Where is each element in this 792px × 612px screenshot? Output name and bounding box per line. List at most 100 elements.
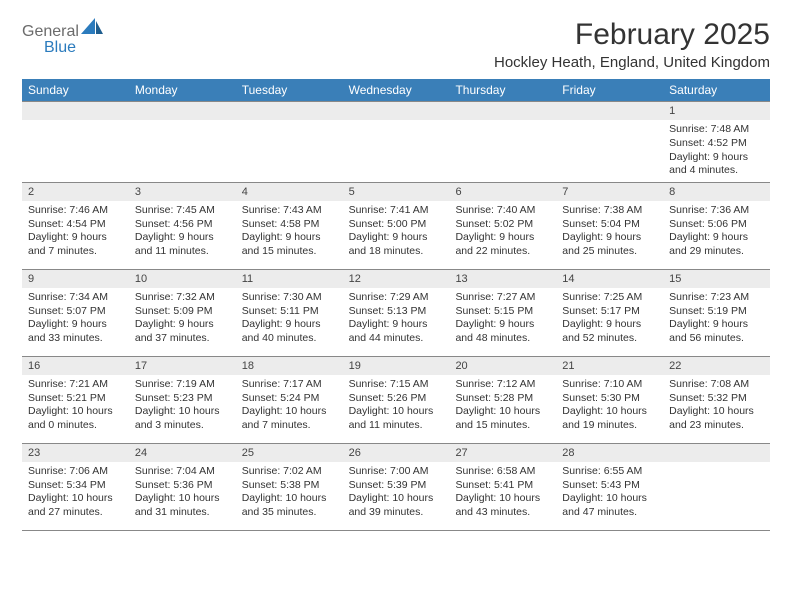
daylight-text: Daylight: 10 hours and 35 minutes. xyxy=(242,492,337,519)
day-cell: 21Sunrise: 7:10 AMSunset: 5:30 PMDayligh… xyxy=(556,357,663,443)
sunrise-text: Sunrise: 7:02 AM xyxy=(242,465,337,479)
daylight-text: Daylight: 9 hours and 4 minutes. xyxy=(669,151,764,178)
day-body: Sunrise: 7:46 AMSunset: 4:54 PMDaylight:… xyxy=(22,201,129,263)
day-cell: 19Sunrise: 7:15 AMSunset: 5:26 PMDayligh… xyxy=(343,357,450,443)
day-number xyxy=(22,102,129,120)
sunrise-text: Sunrise: 7:40 AM xyxy=(455,204,550,218)
day-body: Sunrise: 7:29 AMSunset: 5:13 PMDaylight:… xyxy=(343,288,450,350)
daylight-text: Daylight: 10 hours and 0 minutes. xyxy=(28,405,123,432)
daylight-text: Daylight: 10 hours and 27 minutes. xyxy=(28,492,123,519)
day-number xyxy=(556,102,663,120)
day-number: 17 xyxy=(129,357,236,375)
sunrise-text: Sunrise: 7:04 AM xyxy=(135,465,230,479)
day-cell: 16Sunrise: 7:21 AMSunset: 5:21 PMDayligh… xyxy=(22,357,129,443)
day-cell xyxy=(663,444,770,530)
day-number: 25 xyxy=(236,444,343,462)
sunset-text: Sunset: 5:24 PM xyxy=(242,392,337,406)
day-number: 21 xyxy=(556,357,663,375)
sunrise-text: Sunrise: 7:29 AM xyxy=(349,291,444,305)
day-number: 10 xyxy=(129,270,236,288)
daylight-text: Daylight: 9 hours and 25 minutes. xyxy=(562,231,657,258)
day-cell: 25Sunrise: 7:02 AMSunset: 5:38 PMDayligh… xyxy=(236,444,343,530)
day-number: 4 xyxy=(236,183,343,201)
day-number: 3 xyxy=(129,183,236,201)
day-cell: 5Sunrise: 7:41 AMSunset: 5:00 PMDaylight… xyxy=(343,183,450,269)
day-body: Sunrise: 7:17 AMSunset: 5:24 PMDaylight:… xyxy=(236,375,343,437)
sunrise-text: Sunrise: 6:55 AM xyxy=(562,465,657,479)
day-cell: 9Sunrise: 7:34 AMSunset: 5:07 PMDaylight… xyxy=(22,270,129,356)
day-number: 2 xyxy=(22,183,129,201)
day-cell: 23Sunrise: 7:06 AMSunset: 5:34 PMDayligh… xyxy=(22,444,129,530)
day-number: 8 xyxy=(663,183,770,201)
day-number: 5 xyxy=(343,183,450,201)
sunset-text: Sunset: 5:21 PM xyxy=(28,392,123,406)
day-cell: 22Sunrise: 7:08 AMSunset: 5:32 PMDayligh… xyxy=(663,357,770,443)
sunset-text: Sunset: 5:41 PM xyxy=(455,479,550,493)
daylight-text: Daylight: 10 hours and 11 minutes. xyxy=(349,405,444,432)
day-body: Sunrise: 7:10 AMSunset: 5:30 PMDaylight:… xyxy=(556,375,663,437)
day-number: 1 xyxy=(663,102,770,120)
day-cell: 27 Sunrise: 6:58 AMSunset: 5:41 PMDayligh… xyxy=(449,444,556,530)
day-number: 11 xyxy=(236,270,343,288)
day-number: 7 xyxy=(556,183,663,201)
day-number: 12 xyxy=(343,270,450,288)
day-cell: 7Sunrise: 7:38 AMSunset: 5:04 PMDaylight… xyxy=(556,183,663,269)
day-header-row: SundayMondayTuesdayWednesdayThursdayFrid… xyxy=(22,79,770,101)
day-number: 24 xyxy=(129,444,236,462)
sunset-text: Sunset: 5:30 PM xyxy=(562,392,657,406)
week-row: 16Sunrise: 7:21 AMSunset: 5:21 PMDayligh… xyxy=(22,356,770,443)
daylight-text: Daylight: 9 hours and 40 minutes. xyxy=(242,318,337,345)
sunset-text: Sunset: 5:00 PM xyxy=(349,218,444,232)
week-row: 2Sunrise: 7:46 AMSunset: 4:54 PMDaylight… xyxy=(22,182,770,269)
sunrise-text: Sunrise: 7:12 AM xyxy=(455,378,550,392)
day-body: Sunrise: 7:00 AMSunset: 5:39 PMDaylight:… xyxy=(343,462,450,524)
sunset-text: Sunset: 4:54 PM xyxy=(28,218,123,232)
daylight-text: Daylight: 9 hours and 44 minutes. xyxy=(349,318,444,345)
sunset-text: Sunset: 5:34 PM xyxy=(28,479,123,493)
day-number xyxy=(236,102,343,120)
header: General Blue February 2025 Hockley Heath… xyxy=(22,18,770,71)
sunrise-text: Sunrise: 7:43 AM xyxy=(242,204,337,218)
day-cell: 20Sunrise: 7:12 AMSunset: 5:28 PMDayligh… xyxy=(449,357,556,443)
day-body: Sunrise: 7:23 AMSunset: 5:19 PMDaylight:… xyxy=(663,288,770,350)
logo-text-blue: Blue xyxy=(44,39,76,57)
day-cell xyxy=(129,102,236,182)
day-header: Tuesday xyxy=(236,79,343,101)
sunset-text: Sunset: 5:23 PM xyxy=(135,392,230,406)
sunset-text: Sunset: 5:17 PM xyxy=(562,305,657,319)
sunrise-text: Sunrise: 6:58 AM xyxy=(455,465,550,479)
day-body: Sunrise: 7:38 AMSunset: 5:04 PMDaylight:… xyxy=(556,201,663,263)
day-number xyxy=(663,444,770,462)
day-body: Sunrise: 7:25 AMSunset: 5:17 PMDaylight:… xyxy=(556,288,663,350)
daylight-text: Daylight: 9 hours and 48 minutes. xyxy=(455,318,550,345)
day-cell: 10Sunrise: 7:32 AMSunset: 5:09 PMDayligh… xyxy=(129,270,236,356)
day-body: Sunrise: 7:02 AMSunset: 5:38 PMDaylight:… xyxy=(236,462,343,524)
day-cell: 14Sunrise: 7:25 AMSunset: 5:17 PMDayligh… xyxy=(556,270,663,356)
daylight-text: Daylight: 10 hours and 3 minutes. xyxy=(135,405,230,432)
sunset-text: Sunset: 5:07 PM xyxy=(28,305,123,319)
day-cell: 13Sunrise: 7:27 AMSunset: 5:15 PMDayligh… xyxy=(449,270,556,356)
sunset-text: Sunset: 5:11 PM xyxy=(242,305,337,319)
sunrise-text: Sunrise: 7:08 AM xyxy=(669,378,764,392)
calendar-grid: SundayMondayTuesdayWednesdayThursdayFrid… xyxy=(22,79,770,531)
day-number: 13 xyxy=(449,270,556,288)
day-body: Sunrise: 7:41 AMSunset: 5:00 PMDaylight:… xyxy=(343,201,450,263)
day-number: 28 xyxy=(556,444,663,462)
day-cell: 6Sunrise: 7:40 AMSunset: 5:02 PMDaylight… xyxy=(449,183,556,269)
sunset-text: Sunset: 5:28 PM xyxy=(455,392,550,406)
day-cell: 4Sunrise: 7:43 AMSunset: 4:58 PMDaylight… xyxy=(236,183,343,269)
day-cell: 11 Sunrise: 7:30 AMSunset: 5:11 PMDayligh… xyxy=(236,270,343,356)
sunset-text: Sunset: 5:09 PM xyxy=(135,305,230,319)
day-cell xyxy=(236,102,343,182)
sunset-text: Sunset: 5:43 PM xyxy=(562,479,657,493)
day-cell: 2Sunrise: 7:46 AMSunset: 4:54 PMDaylight… xyxy=(22,183,129,269)
daylight-text: Daylight: 10 hours and 43 minutes. xyxy=(455,492,550,519)
location: Hockley Heath, England, United Kingdom xyxy=(494,54,770,71)
sunrise-text: Sunrise: 7:30 AM xyxy=(242,291,337,305)
sunrise-text: Sunrise: 7:36 AM xyxy=(669,204,764,218)
day-number: 27 xyxy=(449,444,556,462)
sunset-text: Sunset: 4:52 PM xyxy=(669,137,764,151)
day-body: Sunrise: 7:40 AMSunset: 5:02 PMDaylight:… xyxy=(449,201,556,263)
sunrise-text: Sunrise: 7:00 AM xyxy=(349,465,444,479)
day-body: Sunrise: 7:32 AMSunset: 5:09 PMDaylight:… xyxy=(129,288,236,350)
